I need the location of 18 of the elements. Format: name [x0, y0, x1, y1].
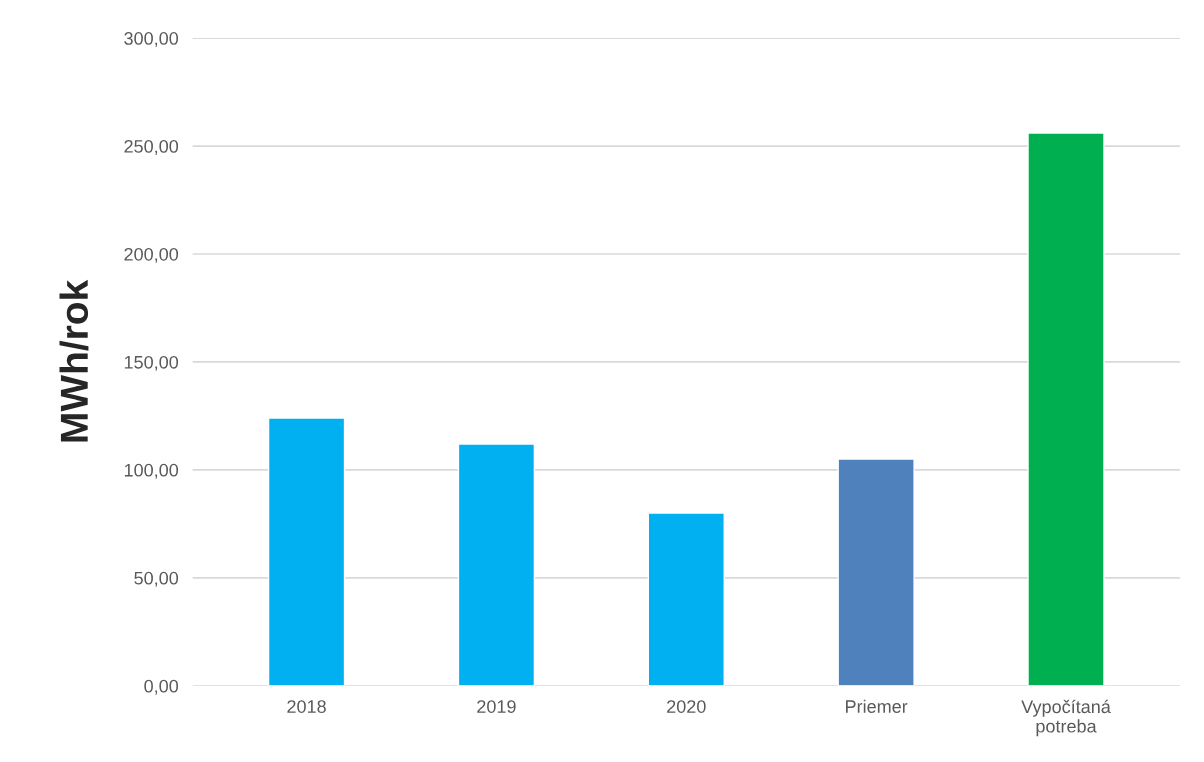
x-tick-label: 2018: [287, 700, 326, 713]
x-tick-label: Priemer: [846, 699, 908, 713]
y-tick-label: 0,00: [144, 679, 179, 695]
bar: [1027, 132, 1105, 686]
y-tick-label: 50,00: [134, 571, 179, 587]
x-tick-label: 2020: [667, 700, 706, 713]
y-tick-label: 300,00: [124, 32, 179, 47]
bar: [457, 443, 536, 686]
x-tick-label: Vypočítaná potreba: [1021, 699, 1111, 737]
x-tick-label: 2019: [477, 700, 516, 713]
y-tick-label: 200,00: [124, 247, 179, 263]
y-tick-label: 100,00: [124, 463, 179, 479]
y-tick-label: 150,00: [124, 355, 179, 371]
bar: [837, 458, 915, 686]
y-tick-label: 250,00: [124, 139, 179, 155]
y-axis-title: MWh/rok: [59, 279, 89, 442]
bar: [267, 417, 346, 686]
bar: [647, 512, 725, 686]
